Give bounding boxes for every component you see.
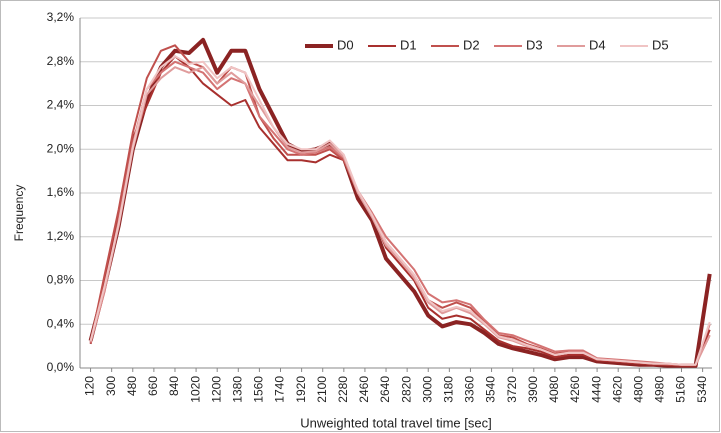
x-tick-label: 3180 <box>442 376 456 403</box>
x-tick-label: 840 <box>167 376 181 396</box>
x-tick-label: 1020 <box>188 376 202 403</box>
x-tick-label: 2460 <box>357 376 371 403</box>
y-tick-label: 1,6% <box>47 185 75 199</box>
x-tick-label: 2820 <box>399 376 413 403</box>
x-tick-label: 1920 <box>294 376 308 403</box>
legend-label: D0 <box>337 37 354 52</box>
legend-label: D3 <box>526 37 543 52</box>
line-series <box>89 44 711 366</box>
x-tick-label: 300 <box>104 376 118 396</box>
line-series <box>89 55 711 366</box>
x-tick-label: 4260 <box>568 376 582 403</box>
line-series <box>88 37 712 368</box>
legend-label: D2 <box>463 37 480 52</box>
x-tick-label: 480 <box>125 376 139 396</box>
y-tick-label: 3,2% <box>47 10 75 24</box>
y-tick-label: 0,8% <box>47 273 75 287</box>
legend-label: D5 <box>652 37 669 52</box>
x-tick-label: 3540 <box>484 376 498 403</box>
x-tick-label: 120 <box>83 376 97 396</box>
line-series <box>89 60 711 366</box>
legend-label: D4 <box>589 37 606 52</box>
x-tick-label: 1380 <box>230 376 244 403</box>
x-tick-label: 5340 <box>695 376 709 403</box>
x-tick-label: 4440 <box>589 376 603 403</box>
x-tick-label: 2100 <box>315 376 329 403</box>
y-tick-label: 2,4% <box>47 98 75 112</box>
x-tick-label: 1200 <box>209 376 223 403</box>
x-tick-label: 2280 <box>336 376 350 403</box>
x-tick-label: 4800 <box>631 376 645 403</box>
x-tick-label: 4980 <box>653 376 667 403</box>
y-tick-label: 0,0% <box>47 360 75 374</box>
y-tick-label: 0,4% <box>47 316 75 330</box>
y-tick-label: 2,8% <box>47 54 75 68</box>
x-tick-label: 2640 <box>378 376 392 403</box>
x-axis-label: Unweighted total travel time [sec] <box>300 415 491 430</box>
legend-label: D1 <box>400 37 417 52</box>
line-series <box>89 66 711 366</box>
x-tick-label: 3360 <box>463 376 477 403</box>
x-tick-label: 4620 <box>610 376 624 403</box>
x-tick-label: 3720 <box>505 376 519 403</box>
x-tick-label: 660 <box>146 376 160 396</box>
x-tick-label: 3000 <box>420 376 434 403</box>
y-tick-label: 2,0% <box>47 141 75 155</box>
x-tick-label: 3900 <box>526 376 540 403</box>
line-series <box>89 55 711 367</box>
y-axis-label: Frequency <box>12 185 26 242</box>
y-tick-label: 1,2% <box>47 229 75 243</box>
x-tick-label: 1560 <box>252 376 266 403</box>
x-tick-label: 4080 <box>547 376 561 403</box>
x-tick-label: 5160 <box>674 376 688 403</box>
x-tick-label: 1740 <box>273 376 287 403</box>
